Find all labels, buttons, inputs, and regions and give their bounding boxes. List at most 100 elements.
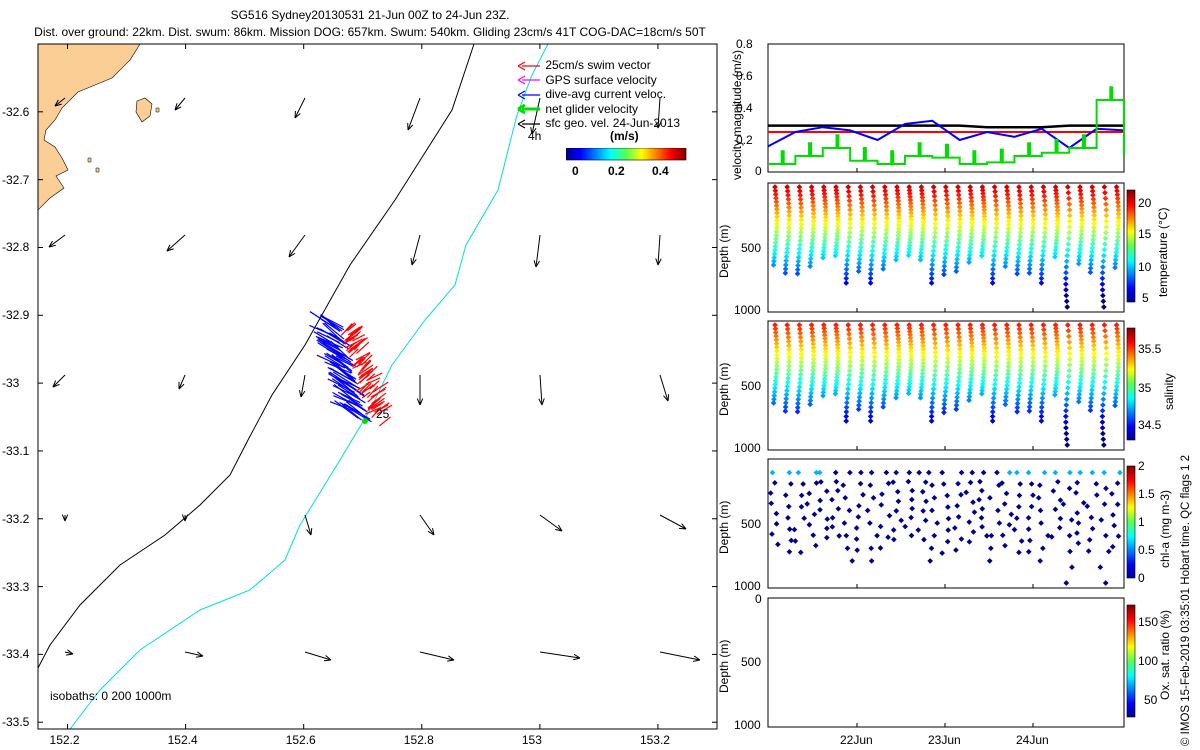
profile-point (1103, 212, 1110, 219)
profile-point (1064, 442, 1071, 448)
profile-point (1030, 346, 1036, 353)
current-vector (331, 355, 354, 367)
profile-point (785, 192, 791, 199)
profile-point (956, 374, 962, 380)
profile-point (992, 193, 999, 199)
date-tick-24jun: 24Jun (1016, 733, 1049, 747)
profile-point (810, 341, 817, 347)
profile-point (821, 325, 827, 332)
profile-point (1066, 224, 1073, 230)
profile-point (883, 219, 890, 225)
profile-point (771, 258, 777, 265)
profile-point (1041, 326, 1047, 333)
map-y-tick-label: -33.5 (2, 715, 30, 730)
profile-point (1016, 246, 1022, 252)
profile-point (918, 388, 924, 394)
profile-point (1089, 188, 1096, 194)
profile-point (1112, 260, 1119, 267)
profile-point (808, 390, 814, 396)
profile-point (1054, 224, 1061, 230)
profile-point (834, 331, 840, 338)
profile-point (809, 240, 816, 247)
current-vector (339, 380, 359, 398)
profile-point (798, 492, 805, 499)
profile-point (881, 388, 888, 395)
profile-point (929, 266, 935, 273)
swim-vector (361, 382, 372, 393)
profile-point (821, 328, 828, 335)
profile-point (1078, 224, 1085, 231)
profile-point (906, 384, 913, 390)
profile-point (857, 386, 864, 393)
map-y-tick-label: -32.6 (2, 104, 30, 119)
profile-point (894, 377, 901, 384)
profile-point (907, 338, 914, 345)
profile-point (834, 364, 841, 371)
profile-point (954, 256, 960, 263)
profile-point (855, 406, 862, 413)
profile-point (993, 216, 1000, 222)
profile-point (786, 221, 792, 227)
profile-point (808, 252, 814, 258)
profile-point (1001, 501, 1008, 507)
profile-point (808, 322, 815, 328)
velocity-series-line (768, 124, 1124, 129)
profile-point (1098, 517, 1105, 523)
profile-point (859, 224, 866, 230)
profile-point (1115, 222, 1122, 229)
profile-point (1006, 521, 1013, 528)
swim-vector (367, 398, 379, 409)
profile-point (1029, 200, 1036, 207)
profile-point (918, 381, 925, 387)
geostrophic-arrow (530, 97, 541, 135)
profile-point (869, 322, 876, 328)
current-vector (326, 335, 349, 349)
profile-point (917, 395, 924, 401)
profile-point (1089, 184, 1096, 190)
temp-cb-tick-2: 10 (1138, 260, 1152, 274)
profile-point (1066, 345, 1073, 351)
profile-point (1039, 399, 1045, 406)
profile-point (966, 259, 972, 266)
profile-point (1053, 190, 1060, 197)
profile-point (906, 322, 913, 328)
profile-point (980, 377, 986, 384)
profile-point (1074, 510, 1081, 516)
profile-point (966, 538, 973, 545)
profile-point (1002, 401, 1009, 408)
profile-point (1115, 341, 1122, 348)
chla-cb-tick-2: 1 (1138, 515, 1145, 529)
profile-point (1041, 239, 1048, 245)
profile-point (1066, 333, 1072, 340)
isobaths-note: isobaths: 0 200 1000m (50, 689, 172, 703)
profile-point (1114, 379, 1120, 386)
sal-cb-tick-2: 34.5 (1138, 418, 1162, 432)
profile-point (987, 495, 993, 501)
profile-point (919, 377, 925, 384)
profile-point (864, 507, 871, 514)
profile-point (1016, 322, 1022, 328)
profile-point (909, 505, 915, 512)
profile-point (944, 372, 950, 378)
profile-point (895, 232, 902, 239)
swim-vectors (309, 311, 393, 427)
profile-point (846, 507, 853, 514)
profile-point (859, 354, 866, 360)
profile-point (774, 348, 780, 354)
profile-point (870, 372, 877, 379)
profile-point (860, 491, 866, 498)
profile-point (1018, 355, 1024, 361)
geostrophic-vectors (48, 97, 701, 662)
profile-point (1115, 203, 1122, 210)
profile-point (807, 393, 814, 400)
profile-point (1063, 258, 1070, 265)
profile-point (1090, 228, 1097, 235)
temp-cb-tick-0: 20 (1138, 196, 1152, 210)
profile-point (980, 374, 987, 381)
profile-point (1101, 501, 1108, 507)
profile-point (989, 280, 996, 286)
profile-point (1053, 372, 1060, 378)
profile-point (1029, 371, 1036, 377)
profile-point (856, 503, 862, 509)
profile-point (834, 193, 840, 200)
